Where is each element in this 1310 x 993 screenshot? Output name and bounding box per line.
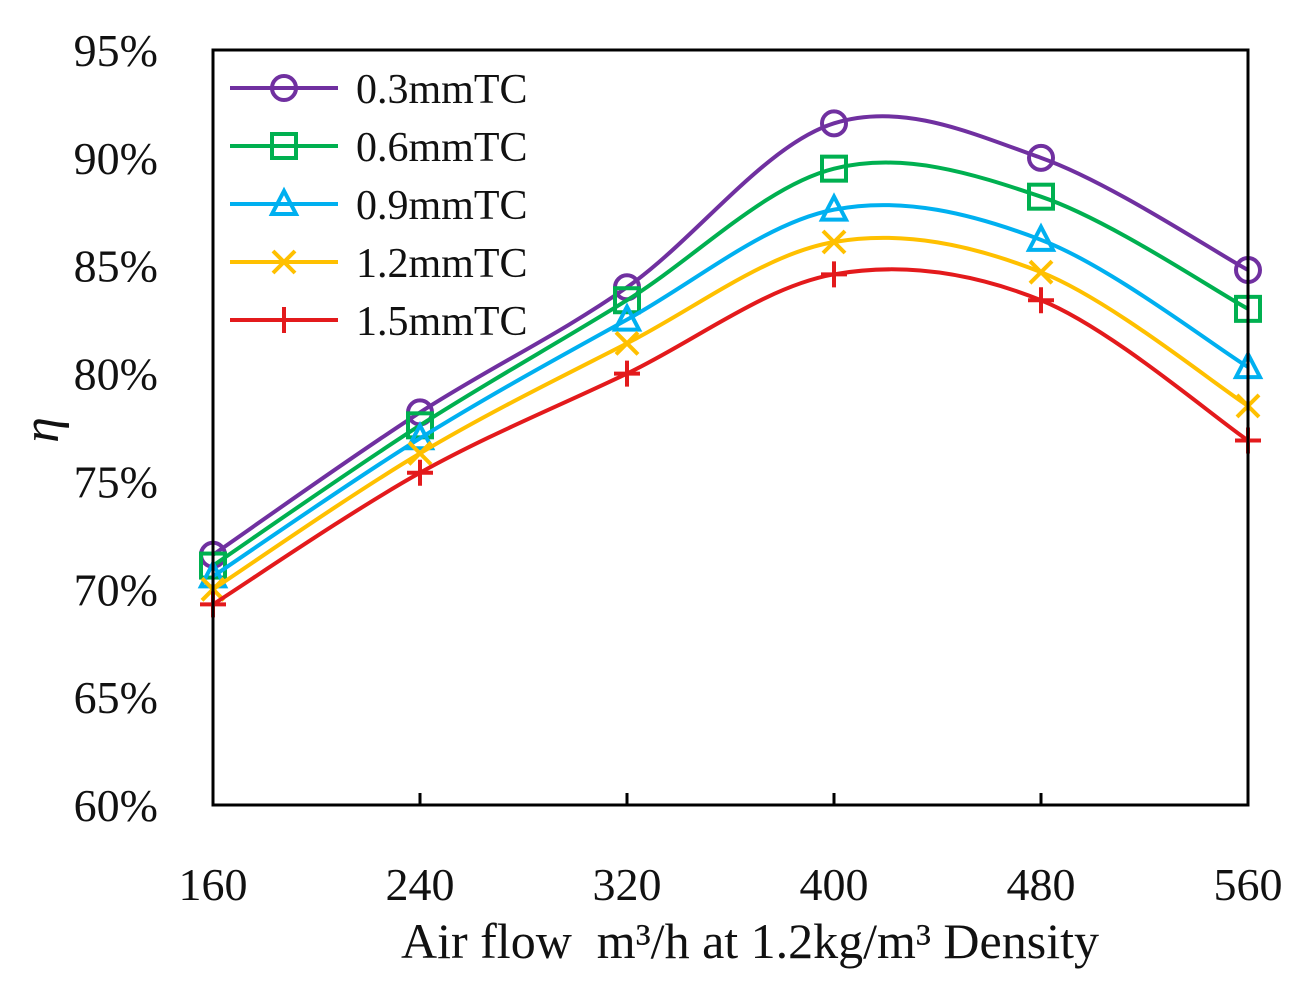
legend-marker xyxy=(271,249,297,275)
data-point xyxy=(1027,143,1055,172)
legend-label: 0.9mmTC xyxy=(356,183,528,229)
y-tick-label: 60% xyxy=(74,780,158,831)
y-tick-label: 85% xyxy=(74,241,158,292)
plot-frame xyxy=(211,48,1250,807)
data-point xyxy=(614,360,640,387)
legend-label: 0.6mmTC xyxy=(356,125,528,171)
legend-item: 1.2mmTC xyxy=(230,241,528,287)
data-point xyxy=(1027,182,1055,211)
legend-marker xyxy=(270,74,298,102)
legend-item: 1.5mmTC xyxy=(230,299,528,345)
y-tick-label: 80% xyxy=(74,349,158,400)
y-tick-label: 90% xyxy=(74,133,158,184)
series-line xyxy=(211,114,1249,557)
data-point xyxy=(407,440,433,466)
data-point xyxy=(820,154,848,183)
legend-label: 0.3mmTC xyxy=(356,67,528,113)
series-line xyxy=(211,160,1249,568)
y-tick-label: 95% xyxy=(74,25,158,76)
x-axis-title: Air flow m³/h at 1.2kg/m³ Density xyxy=(401,913,1099,969)
data-point xyxy=(1028,287,1054,314)
data-point xyxy=(821,261,847,288)
legend-label: 1.5mmTC xyxy=(356,299,528,345)
legend-item: 0.9mmTC xyxy=(230,183,528,229)
data-point xyxy=(613,286,641,315)
legend-marker xyxy=(271,307,297,333)
legend-marker xyxy=(270,132,298,160)
data-point xyxy=(1025,222,1057,252)
x-tick-label: 320 xyxy=(593,859,662,910)
y-tick-label: 65% xyxy=(74,672,158,723)
legend-item: 0.6mmTC xyxy=(230,125,528,171)
data-point xyxy=(407,459,433,486)
legend: 0.3mmTC 0.6mmTC 0.9mmTC 1.2mmTC 1.5mmTC xyxy=(230,67,528,345)
data-point xyxy=(611,302,643,332)
x-tick-labels: 160 240 320 400 480 560 xyxy=(179,859,1283,910)
x-tick-label: 400 xyxy=(800,859,869,910)
data-point xyxy=(1028,259,1054,285)
legend-item: 0.3mmTC xyxy=(230,67,528,113)
legend-label: 1.2mmTC xyxy=(356,241,528,287)
y-axis-title: η xyxy=(13,417,70,443)
y-tick-label: 70% xyxy=(74,564,158,615)
x-tick-label: 560 xyxy=(1214,859,1283,910)
y-tick-labels: 60% 65% 70% 75% 80% 85% 90% 95% xyxy=(74,25,158,831)
data-point xyxy=(404,420,436,451)
legend-marker xyxy=(268,186,300,216)
series-1.2mmTC xyxy=(200,229,1261,602)
data-point xyxy=(818,192,850,222)
series-line xyxy=(211,235,1250,591)
series-line xyxy=(211,203,1250,579)
x-tick-label: 480 xyxy=(1007,859,1076,910)
y-tick-label: 75% xyxy=(74,456,158,507)
x-tick-marks xyxy=(211,793,1250,805)
data-point xyxy=(821,229,847,255)
series-line xyxy=(211,267,1250,607)
x-tick-label: 160 xyxy=(179,859,248,910)
data-point xyxy=(820,109,848,138)
data-point xyxy=(614,330,640,356)
x-tick-label: 240 xyxy=(386,859,455,910)
